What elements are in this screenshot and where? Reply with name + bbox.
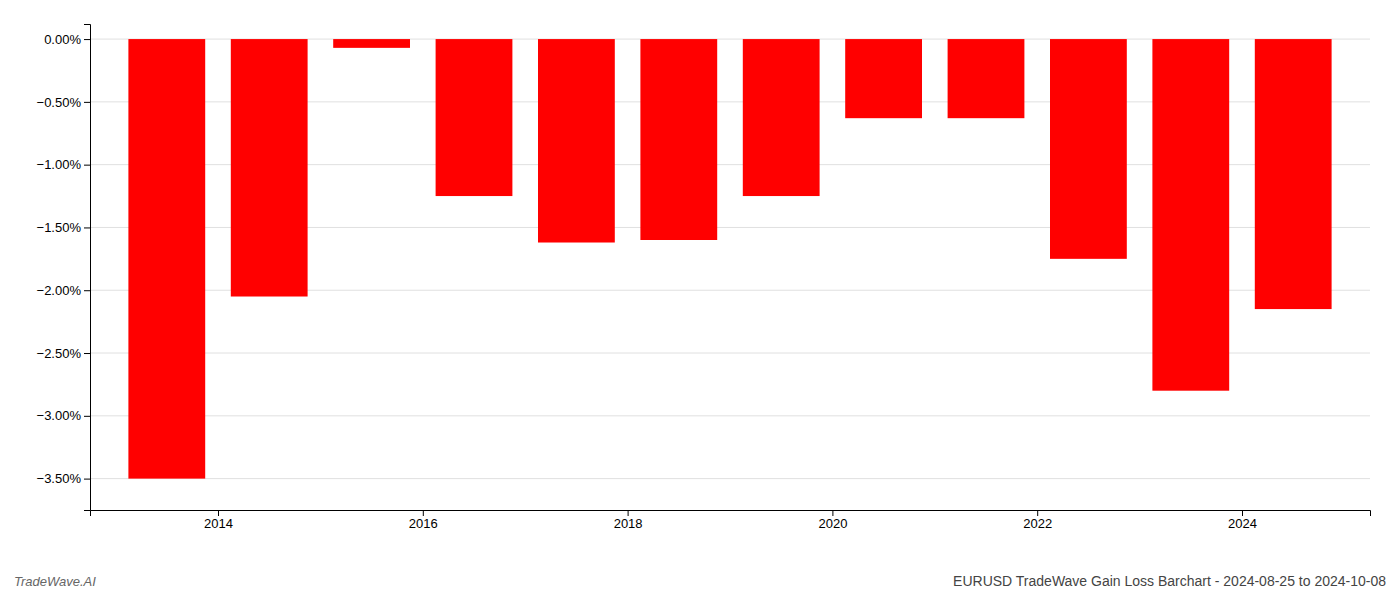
y-tick-mark [84,227,90,228]
y-tick-label: −1.00% [37,157,82,172]
x-tick: 2020 [818,510,847,531]
bar [640,39,717,240]
y-tick: −2.50% [37,346,90,361]
bar [948,39,1025,118]
y-axis: 0.00% −0.50% −1.00% −1.50% −2.00% −2.50% −3.00… [37,25,91,511]
bar [743,39,820,196]
x-tick-mark [1037,510,1038,516]
x-tick-mark [1242,510,1243,516]
bar [538,39,615,242]
y-tick-mark [84,39,90,40]
y-tick: −0.50% [37,95,90,110]
x-tick: 2016 [409,510,438,531]
x-tick-label: 2018 [614,516,643,531]
x-tick-mark [218,510,219,516]
y-tick: −3.00% [37,408,90,423]
y-tick: −1.50% [37,220,90,235]
y-tick-label: −0.50% [37,95,82,110]
plot: 0.00% −0.50% −1.00% −1.50% −2.00% −2.50% −3.00… [37,25,1371,532]
x-tick-mark [628,510,629,516]
grid-line [90,478,1370,479]
grid-line [90,415,1370,416]
y-tick-label: −2.00% [37,283,82,298]
x-tick-mark [832,510,833,516]
y-tick: −3.50% [37,471,90,486]
bar [128,39,205,479]
x-tick: 2014 [204,510,233,531]
x-tick-mark [423,510,424,516]
y-tick-mark [84,353,90,354]
y-tick-label: −3.50% [37,471,82,486]
bar [1152,39,1229,391]
x-axis: 2014 2016 2018 2020 2022 2024 [91,510,1371,531]
x-tick-label: 2020 [818,516,847,531]
x-tick-label: 2016 [409,516,438,531]
bar [845,39,922,118]
x-tick: 2024 [1228,510,1257,531]
bars [128,39,1331,479]
x-tick-label: 2024 [1228,516,1257,531]
y-tick-label: 0.00% [44,32,81,47]
bar [1255,39,1332,309]
grid [90,39,1370,479]
x-tick: 2018 [614,510,643,531]
axis-line [91,511,1371,517]
bar [436,39,513,196]
chart: 0.00% −0.50% −1.00% −1.50% −2.00% −2.50% −3.00… [0,0,1400,600]
bar [1050,39,1127,259]
y-tick-mark [84,290,90,291]
y-tick-label: −1.50% [37,220,82,235]
y-tick-mark [84,102,90,103]
footer: TradeWave.AI [14,574,96,589]
title: EURUSD TradeWave Gain Loss Barchart - 20… [953,573,1386,589]
x-tick-label: 2022 [1023,516,1052,531]
y-tick: −2.00% [37,283,90,298]
bar [231,39,308,296]
y-tick-label: −3.00% [37,408,82,423]
y-tick: 0.00% [44,32,90,47]
y-tick-mark [84,165,90,166]
y-tick-mark [84,416,90,417]
y-tick-label: −2.50% [37,346,82,361]
y-tick: −1.00% [37,157,90,172]
axis-line [84,25,91,511]
x-tick: 2022 [1023,510,1052,531]
bar [333,39,410,48]
y-tick-mark [84,479,90,480]
x-tick-label: 2014 [204,516,233,531]
